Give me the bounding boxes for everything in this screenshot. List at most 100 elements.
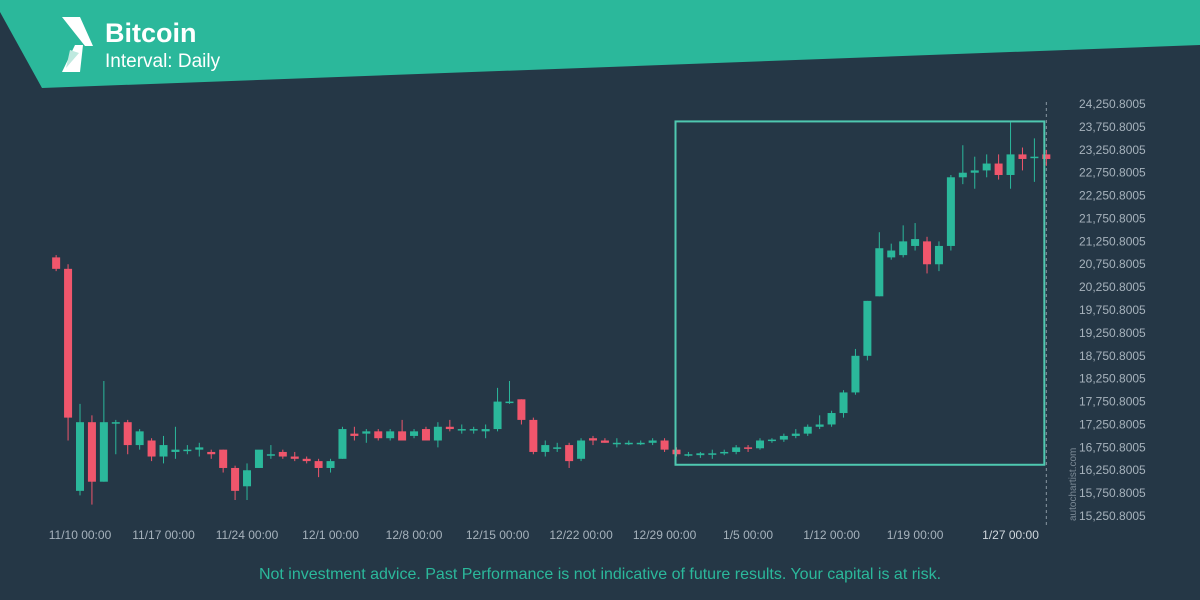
x-tick-label: 12/22 00:00 xyxy=(549,528,613,542)
candle-body xyxy=(290,456,299,459)
candle-body xyxy=(398,431,407,441)
candle-body xyxy=(779,435,788,440)
candle-body xyxy=(87,422,96,482)
candle-body xyxy=(923,241,932,265)
candle-body xyxy=(457,429,466,431)
y-tick-label: 17,750.8005 xyxy=(1079,395,1146,409)
y-tick-label: 24,250.8005 xyxy=(1079,97,1146,111)
candle-body xyxy=(863,300,872,356)
y-tick-label: 17,250.8005 xyxy=(1079,417,1146,431)
y-tick-label: 22,250.8005 xyxy=(1079,189,1146,203)
candle-body xyxy=(76,422,84,491)
banner-shape xyxy=(0,0,1200,88)
candle-body xyxy=(672,449,681,455)
candle-body xyxy=(744,447,753,449)
x-tick-label: 12/8 00:00 xyxy=(386,528,443,542)
candle-body xyxy=(517,399,526,420)
candle-body xyxy=(207,451,216,455)
candle-body xyxy=(469,429,478,431)
candle-body xyxy=(720,451,729,454)
x-tick-label: 12/1 00:00 xyxy=(302,528,359,542)
candle-body xyxy=(493,401,502,430)
candle-body xyxy=(243,470,252,487)
candle-body xyxy=(553,447,562,449)
candle-body xyxy=(338,429,347,459)
candle-body xyxy=(254,449,263,468)
candle-body xyxy=(135,431,144,446)
header-banner xyxy=(0,0,1200,88)
candle-body xyxy=(756,440,765,449)
candle-body xyxy=(803,426,812,434)
candle-body xyxy=(171,449,180,452)
candle-body xyxy=(505,401,514,404)
candle-body xyxy=(648,440,657,443)
x-tick-label: 1/12 00:00 xyxy=(803,528,860,542)
candle-body xyxy=(326,461,335,468)
candle-body xyxy=(612,442,621,445)
candle-body xyxy=(350,433,359,436)
y-tick-label: 18,250.8005 xyxy=(1079,372,1146,386)
candle-body xyxy=(302,458,311,462)
candle-body xyxy=(994,163,1003,175)
candle-body xyxy=(600,440,609,443)
x-tick-label: 11/17 00:00 xyxy=(132,528,195,542)
y-tick-label: 19,750.8005 xyxy=(1079,303,1146,317)
y-tick-label: 21,250.8005 xyxy=(1079,234,1146,248)
y-tick-label: 16,750.8005 xyxy=(1079,440,1146,454)
candle-body xyxy=(159,445,168,457)
interval-subtitle: Interval: Daily xyxy=(105,51,221,72)
y-tick-label: 15,250.8005 xyxy=(1079,509,1146,523)
y-tick-label: 19,250.8005 xyxy=(1079,326,1146,340)
candle-body xyxy=(851,355,860,393)
candle-body xyxy=(1030,156,1039,159)
candle-body xyxy=(64,268,73,418)
x-tick-label: 1/27 00:00 xyxy=(982,528,1039,542)
x-tick-label: 11/24 00:00 xyxy=(216,528,279,542)
y-tick-label: 23,250.8005 xyxy=(1079,143,1146,157)
candle-body xyxy=(1006,154,1015,175)
candle-body xyxy=(374,431,383,439)
candle-body xyxy=(684,454,693,456)
candle-body xyxy=(911,239,920,246)
candle-body xyxy=(219,449,228,468)
watermark: autochartist.com xyxy=(1068,447,1079,521)
candle-body xyxy=(183,449,192,452)
candle-body xyxy=(958,172,967,178)
x-tick-label: 12/15 00:00 xyxy=(466,528,530,542)
y-tick-label: 21,750.8005 xyxy=(1079,211,1146,225)
candle-body xyxy=(445,426,454,430)
candle-body xyxy=(266,454,275,456)
x-tick-label: 1/5 00:00 xyxy=(723,528,773,542)
candle-body xyxy=(946,177,955,246)
candle-body xyxy=(767,439,776,442)
candle-body xyxy=(696,453,705,456)
y-tick-label: 23,750.8005 xyxy=(1079,120,1146,134)
candle-body xyxy=(624,442,633,445)
candle-body xyxy=(827,413,836,425)
candle-body xyxy=(1042,154,1051,159)
candle-body xyxy=(577,440,586,459)
pattern-highlight-box xyxy=(674,120,1046,466)
y-tick-label: 15,750.8005 xyxy=(1079,486,1146,500)
candle-body xyxy=(386,431,395,439)
candle-body xyxy=(708,453,717,455)
candle-body xyxy=(732,447,741,452)
candle-body xyxy=(195,447,204,450)
candle-body xyxy=(123,422,132,446)
y-tick-label: 18,750.8005 xyxy=(1079,349,1146,363)
autochartist-logo-icon xyxy=(62,17,93,72)
y-tick-label: 20,250.8005 xyxy=(1079,280,1146,294)
candle-body xyxy=(887,250,896,258)
candle-body xyxy=(529,419,538,452)
candle-body xyxy=(839,392,848,414)
candle-body xyxy=(147,440,156,457)
candle-body xyxy=(565,445,574,462)
candle-body xyxy=(52,257,61,269)
candle-body xyxy=(815,424,824,427)
y-tick-label: 22,750.8005 xyxy=(1079,166,1146,180)
candle-body xyxy=(588,438,597,441)
candle-body xyxy=(982,163,991,171)
candle-body xyxy=(421,429,430,441)
candle-body xyxy=(314,461,323,468)
